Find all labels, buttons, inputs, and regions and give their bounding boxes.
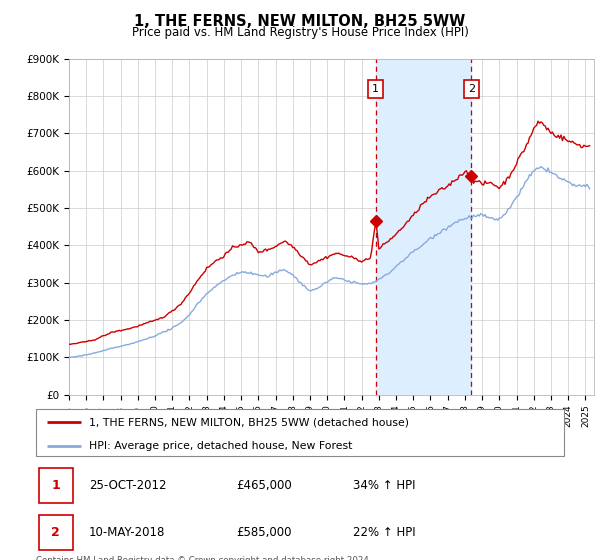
Text: Price paid vs. HM Land Registry's House Price Index (HPI): Price paid vs. HM Land Registry's House …: [131, 26, 469, 39]
Text: 1: 1: [372, 83, 379, 94]
Text: Contains HM Land Registry data © Crown copyright and database right 2024.
This d: Contains HM Land Registry data © Crown c…: [36, 556, 371, 560]
Text: HPI: Average price, detached house, New Forest: HPI: Average price, detached house, New …: [89, 441, 352, 451]
Bar: [376, 59, 471, 395]
Text: 34% ↑ HPI: 34% ↑ HPI: [353, 479, 415, 492]
Text: 1, THE FERNS, NEW MILTON, BH25 5WW: 1, THE FERNS, NEW MILTON, BH25 5WW: [134, 14, 466, 29]
Text: 1, THE FERNS, NEW MILTON, BH25 5WW (detached house): 1, THE FERNS, NEW MILTON, BH25 5WW (deta…: [89, 417, 409, 427]
Bar: [38, 468, 73, 503]
Text: 2: 2: [51, 526, 60, 539]
Text: 25-OCT-2012: 25-OCT-2012: [89, 479, 166, 492]
Text: 22% ↑ HPI: 22% ↑ HPI: [353, 526, 415, 539]
Text: £585,000: £585,000: [236, 526, 292, 539]
Text: 10-MAY-2018: 10-MAY-2018: [89, 526, 165, 539]
Text: 2: 2: [468, 83, 475, 94]
Bar: [38, 515, 73, 550]
Text: £465,000: £465,000: [236, 479, 292, 492]
Text: 1: 1: [51, 479, 60, 492]
